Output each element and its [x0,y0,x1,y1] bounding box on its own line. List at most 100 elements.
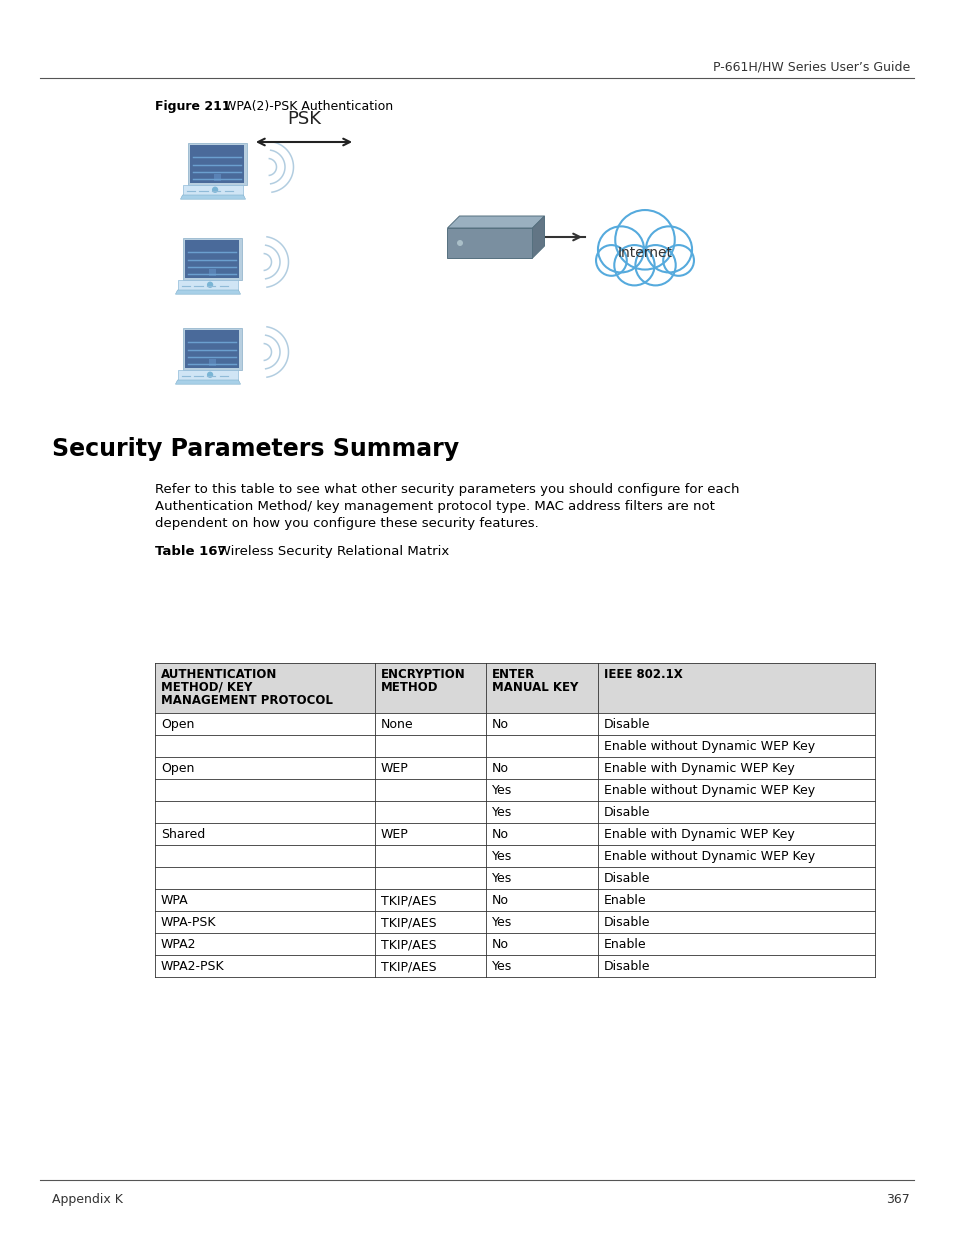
Circle shape [596,245,626,275]
Circle shape [207,372,213,378]
Text: Wireless Security Relational Matrix: Wireless Security Relational Matrix [205,545,449,558]
Polygon shape [209,359,215,367]
Circle shape [598,226,643,273]
Bar [154,779,874,802]
Text: Enable with Dynamic WEP Key: Enable with Dynamic WEP Key [603,827,794,841]
Text: MANAGEMENT PROTOCOL: MANAGEMENT PROTOCOL [161,694,333,706]
Text: WPA: WPA [161,894,189,906]
Text: Yes: Yes [492,850,512,863]
Polygon shape [177,279,238,290]
Text: AUTHENTICATION: AUTHENTICATION [161,668,277,680]
Bar [154,757,874,779]
Text: MANUAL KEY: MANUAL KEY [492,680,578,694]
Text: Figure 211: Figure 211 [154,100,231,112]
Bar [154,663,874,713]
Text: Yes: Yes [492,960,512,973]
Text: dependent on how you configure these security features.: dependent on how you configure these sec… [154,517,538,530]
Polygon shape [177,369,238,380]
Text: WEP: WEP [380,827,408,841]
Bar [154,911,874,932]
Bar [154,713,874,735]
Polygon shape [183,237,241,279]
Polygon shape [183,327,241,369]
Circle shape [614,245,654,285]
Text: METHOD/ KEY: METHOD/ KEY [161,680,253,694]
Circle shape [635,245,675,285]
Polygon shape [185,240,239,278]
Circle shape [207,282,213,288]
Text: Refer to this table to see what other security parameters you should configure f: Refer to this table to see what other se… [154,483,739,496]
Text: WPA-PSK: WPA-PSK [161,916,216,929]
Text: Yes: Yes [492,806,512,819]
Text: ENTER: ENTER [492,668,535,680]
Text: TKIP/AES: TKIP/AES [380,939,436,951]
Polygon shape [188,142,246,184]
Bar [154,802,874,823]
Text: Enable without Dynamic WEP Key: Enable without Dynamic WEP Key [603,740,814,753]
Bar [154,955,874,977]
Text: Disable: Disable [603,916,650,929]
Text: Open: Open [161,762,194,776]
Polygon shape [213,174,221,182]
Text: Table 167: Table 167 [154,545,227,558]
Circle shape [662,245,693,275]
Text: PSK: PSK [287,110,320,128]
Text: Enable: Enable [603,939,646,951]
Text: Enable with Dynamic WEP Key: Enable with Dynamic WEP Key [603,762,794,776]
Polygon shape [209,269,215,277]
Text: Open: Open [161,718,194,731]
Text: Yes: Yes [492,872,512,885]
Bar [154,735,874,757]
Bar [154,867,874,889]
Text: Internet: Internet [617,246,672,259]
Text: WPA2-PSK: WPA2-PSK [161,960,224,973]
Bar [154,823,874,845]
Text: Disable: Disable [603,872,650,885]
Polygon shape [447,216,544,228]
Circle shape [456,240,462,246]
Polygon shape [447,228,532,258]
Text: TKIP/AES: TKIP/AES [380,960,436,973]
Text: WPA(2)-PSK Authentication: WPA(2)-PSK Authentication [212,100,393,112]
Circle shape [212,186,218,193]
Text: Disable: Disable [603,806,650,819]
Text: No: No [492,762,509,776]
Text: 367: 367 [885,1193,909,1207]
Text: No: No [492,718,509,731]
Text: IEEE 802.1X: IEEE 802.1X [603,668,681,680]
Polygon shape [180,195,245,199]
Text: No: No [492,939,509,951]
Bar [154,845,874,867]
Text: None: None [380,718,413,731]
Text: ENCRYPTION: ENCRYPTION [380,668,465,680]
Polygon shape [175,380,240,384]
Text: Disable: Disable [603,718,650,731]
Text: Yes: Yes [492,916,512,929]
Polygon shape [190,144,244,184]
Text: Security Parameters Summary: Security Parameters Summary [52,437,458,461]
Text: No: No [492,894,509,906]
Polygon shape [175,290,240,294]
Text: TKIP/AES: TKIP/AES [380,916,436,929]
Text: METHOD: METHOD [380,680,437,694]
Text: Shared: Shared [161,827,205,841]
Text: Enable: Enable [603,894,646,906]
Circle shape [645,226,691,273]
Text: No: No [492,827,509,841]
Text: WEP: WEP [380,762,408,776]
Text: WPA2: WPA2 [161,939,196,951]
Polygon shape [532,216,544,258]
Text: Authentication Method/ key management protocol type. MAC address filters are not: Authentication Method/ key management pr… [154,500,714,513]
Polygon shape [185,330,239,368]
Text: TKIP/AES: TKIP/AES [380,894,436,906]
Text: Disable: Disable [603,960,650,973]
Text: Enable without Dynamic WEP Key: Enable without Dynamic WEP Key [603,850,814,863]
Text: P-661H/HW Series User’s Guide: P-661H/HW Series User’s Guide [712,61,909,73]
Polygon shape [182,184,243,195]
Text: Appendix K: Appendix K [52,1193,123,1207]
Bar [154,889,874,911]
Text: Enable without Dynamic WEP Key: Enable without Dynamic WEP Key [603,784,814,797]
Circle shape [615,210,674,269]
Bar [154,932,874,955]
Text: Yes: Yes [492,784,512,797]
